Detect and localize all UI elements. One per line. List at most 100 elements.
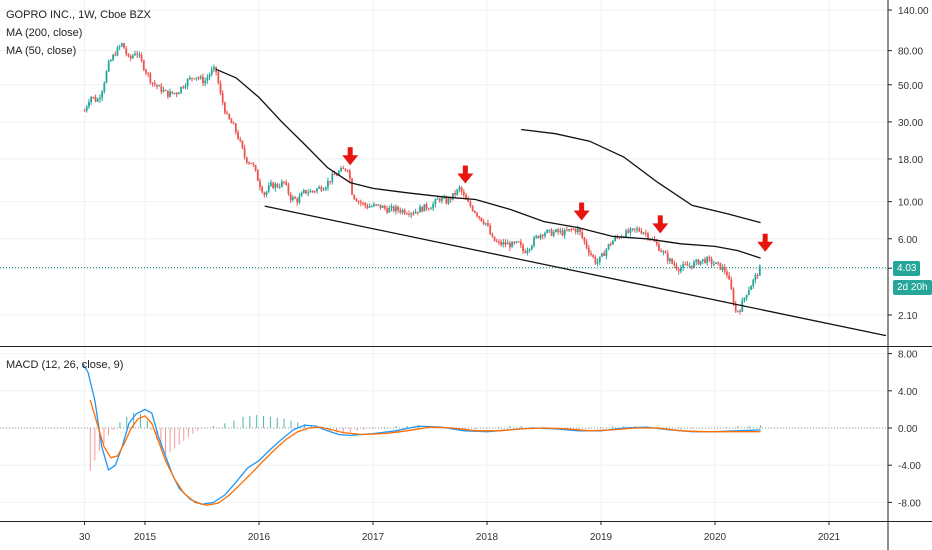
candle <box>105 70 108 84</box>
candle-body <box>388 208 391 213</box>
x-tick-label: 2017 <box>362 532 385 543</box>
down-arrow <box>652 215 669 234</box>
candle <box>359 199 362 207</box>
candle-body <box>311 190 314 192</box>
support-trendline <box>264 205 887 337</box>
candle-body <box>460 187 463 192</box>
candle <box>747 286 750 296</box>
candle-body <box>298 196 301 203</box>
arrow-shaft <box>462 165 468 176</box>
candle <box>256 168 259 182</box>
candle-body <box>283 181 285 183</box>
arrow-head <box>757 241 774 252</box>
y-tick-label: 140.00 <box>898 6 929 17</box>
candle-body <box>612 240 614 245</box>
candle <box>204 77 207 86</box>
arrow-head <box>342 155 359 166</box>
candle <box>484 222 487 227</box>
candle-body <box>467 199 470 202</box>
candle-body <box>526 250 529 253</box>
candle <box>603 250 606 257</box>
candle <box>348 168 351 183</box>
candle-body <box>730 279 733 290</box>
candle-body <box>245 157 248 163</box>
candle <box>574 228 577 235</box>
candle-body <box>625 230 627 238</box>
candle-body <box>274 184 277 189</box>
macd-tick-label: 0.00 <box>898 424 918 435</box>
candle-body <box>498 241 500 243</box>
candle <box>519 239 522 249</box>
candle-body <box>605 249 608 256</box>
candle <box>294 195 296 199</box>
candle-body <box>199 76 202 79</box>
candle-body <box>565 230 568 232</box>
candle-body <box>438 198 441 201</box>
candle-body <box>309 190 312 193</box>
candle-body <box>721 267 724 270</box>
candle <box>250 162 253 164</box>
candle <box>263 191 266 198</box>
candle <box>636 226 638 233</box>
candle <box>327 177 329 191</box>
candle-body <box>270 182 272 186</box>
candle <box>736 310 739 313</box>
candle <box>366 203 369 210</box>
candle-body <box>313 191 316 193</box>
candle <box>690 265 693 270</box>
candle-body <box>191 77 193 79</box>
candle-body <box>519 241 522 246</box>
down-arrow <box>757 233 774 252</box>
candle <box>679 264 682 274</box>
candle <box>592 253 595 259</box>
candle <box>743 297 746 303</box>
candle-body <box>296 198 299 203</box>
candle-body <box>333 173 336 175</box>
candle-body <box>550 229 553 236</box>
candle-body <box>627 230 630 233</box>
candle-body <box>202 76 204 84</box>
macd-tick-label: -8.00 <box>898 498 921 509</box>
candle <box>388 205 391 213</box>
candle <box>642 231 645 235</box>
candle-body <box>289 193 292 201</box>
candle-body <box>127 54 130 56</box>
candle <box>629 227 632 237</box>
y-tick-label: 6.00 <box>898 235 918 246</box>
candle-body <box>647 233 649 239</box>
candle-body <box>316 188 318 192</box>
candle <box>498 239 500 246</box>
candle-body <box>574 229 577 233</box>
candle-body <box>535 235 538 238</box>
candle-body <box>164 90 167 92</box>
candle-body <box>563 230 566 236</box>
candle <box>276 182 279 188</box>
candle <box>530 244 533 251</box>
candle-body <box>607 243 610 250</box>
candle-body <box>443 197 446 199</box>
candle <box>171 91 174 95</box>
candle-body <box>745 294 748 298</box>
candle <box>550 228 553 237</box>
candle-body <box>609 243 612 245</box>
candle-body <box>92 96 95 98</box>
candle <box>412 210 415 216</box>
candle-body <box>278 186 281 188</box>
candle-body <box>579 228 581 233</box>
candle-body <box>226 112 228 115</box>
candle-body <box>373 204 375 207</box>
candle <box>528 248 531 253</box>
candle-body <box>555 229 557 232</box>
candle <box>590 250 592 257</box>
candle-body <box>447 197 450 204</box>
candle <box>601 252 603 258</box>
candle <box>318 185 321 189</box>
candle <box>223 101 226 115</box>
candle <box>195 77 198 81</box>
candle <box>583 237 586 245</box>
candle <box>726 268 728 279</box>
candle-body <box>243 148 246 158</box>
candle-body <box>129 55 132 59</box>
candle <box>717 261 720 266</box>
